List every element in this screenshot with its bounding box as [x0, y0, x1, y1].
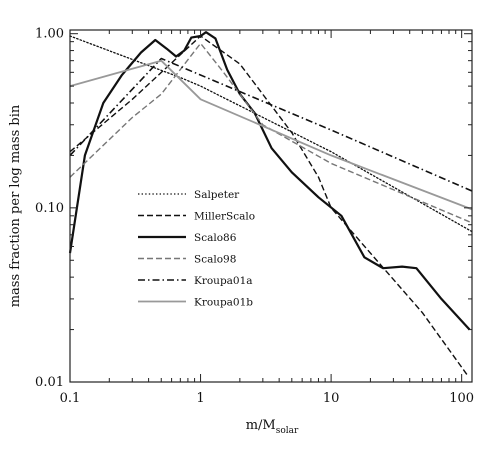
y-axis-title: mass fraction per log mass bin: [8, 104, 23, 307]
x-tick-label: 100: [449, 391, 474, 406]
x-axis-title-subscript: solar: [276, 426, 299, 436]
legend-label-kroupa01a: Kroupa01a: [194, 275, 253, 287]
legend-label-salpeter: Salpeter: [194, 189, 240, 201]
legend: Salpeter MillerScalo Scalo86 Scalo98 Kroupa0…: [138, 189, 255, 309]
series-line-millerscalo: [69, 35, 468, 376]
y-tick-label: 0.10: [35, 201, 64, 216]
legend-label-scalo98: Scalo98: [194, 254, 236, 266]
x-tick-label: 1: [196, 391, 204, 406]
y-tick-label: 0.01: [35, 375, 64, 390]
x-axis-title: m/Msolar: [246, 418, 299, 436]
series-line-kroupa01b: [69, 59, 473, 211]
series-line-kroupa01a: [69, 57, 473, 192]
x-tick-label: 0.1: [60, 391, 81, 406]
plot-frame: [69, 29, 473, 383]
y-tick-label: 1.00: [35, 27, 64, 42]
legend-label-scalo86: Scalo86: [194, 232, 237, 244]
series-layer: [68, 31, 473, 376]
legend-label-millerscalo: MillerScalo: [194, 211, 255, 223]
series-line-scalo86: [68, 31, 471, 331]
tick-layer: 0.1 1 10 100 0.01 0.10 1.00: [35, 27, 474, 406]
series-line-scalo98: [69, 42, 473, 224]
x-tick-label: 10: [323, 391, 340, 406]
legend-label-kroupa01b: Kroupa01b: [194, 297, 253, 309]
series-line-salpeter: [69, 35, 473, 233]
